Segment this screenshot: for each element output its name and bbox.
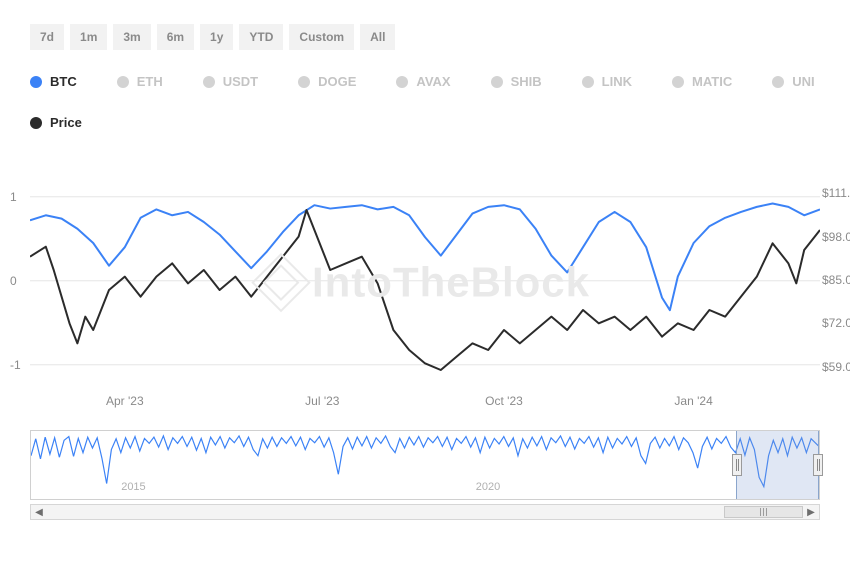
y-right-tick: $85.00 [822, 273, 850, 287]
legend-item-shib[interactable]: SHIB [491, 74, 542, 89]
legend-dot-icon [203, 76, 215, 88]
scrollbar[interactable]: ◀ ▶ [30, 504, 820, 520]
legend-label: BTC [50, 74, 77, 89]
legend-item-matic[interactable]: MATIC [672, 74, 732, 89]
legend-dot-icon [582, 76, 594, 88]
x-tick: Oct '23 [485, 394, 523, 408]
legend-label: UNI [792, 74, 814, 89]
y-right-tick: $111.00 [822, 186, 850, 200]
brush-chart-svg [31, 431, 819, 499]
y-right-tick: $72.00 [822, 316, 850, 330]
x-axis: Apr '23 Jul '23 Oct '23 Jan '24 [30, 394, 820, 410]
range-all-button[interactable]: All [360, 24, 395, 50]
range-1y-button[interactable]: 1y [200, 24, 233, 50]
legend-label: MATIC [692, 74, 732, 89]
legend-item-usdt[interactable]: USDT [203, 74, 258, 89]
main-chart-svg [30, 180, 820, 390]
brush-x-tick: 2015 [121, 481, 145, 493]
brush-x-tick: 2020 [476, 481, 500, 493]
range-ytd-button[interactable]: YTD [239, 24, 283, 50]
scrollbar-thumb[interactable] [724, 506, 803, 518]
legend-label: SHIB [511, 74, 542, 89]
y-right-tick: $59.00 [822, 360, 850, 374]
legend-label: AVAX [416, 74, 450, 89]
scroll-left-button[interactable]: ◀ [31, 505, 47, 519]
legend: BTC ETH USDT DOGE AVAX SHIB LINK MATIC UNI Price [30, 74, 820, 130]
legend-item-btc[interactable]: BTC [30, 74, 77, 89]
legend-item-uni[interactable]: UNI [772, 74, 814, 89]
y-right-tick: $98.00 [822, 230, 850, 244]
brush-chart[interactable]: 2015 2020 [30, 430, 820, 500]
legend-dot-icon [672, 76, 684, 88]
legend-label: Price [50, 115, 82, 130]
range-1m-button[interactable]: 1m [70, 24, 107, 50]
legend-dot-icon [396, 76, 408, 88]
legend-item-eth[interactable]: ETH [117, 74, 163, 89]
legend-dot-icon [772, 76, 784, 88]
legend-label: LINK [602, 74, 632, 89]
y-left-tick: 0 [10, 274, 17, 288]
legend-item-link[interactable]: LINK [582, 74, 632, 89]
legend-dot-icon [30, 76, 42, 88]
legend-dot-icon [298, 76, 310, 88]
scroll-right-button[interactable]: ▶ [803, 505, 819, 519]
legend-label: DOGE [318, 74, 356, 89]
y-left-tick: 1 [10, 190, 17, 204]
legend-item-avax[interactable]: AVAX [396, 74, 450, 89]
legend-label: USDT [223, 74, 258, 89]
y-left-tick: -1 [10, 358, 21, 372]
range-7d-button[interactable]: 7d [30, 24, 64, 50]
y-right-axis: $59.00 $72.00 $85.00 $98.00 $111.00 [822, 180, 850, 390]
x-tick: Apr '23 [106, 394, 144, 408]
brush-handle-right[interactable] [813, 454, 823, 476]
legend-dot-icon [491, 76, 503, 88]
legend-label: ETH [137, 74, 163, 89]
range-6m-button[interactable]: 6m [157, 24, 194, 50]
main-chart: IntoTheBlock -101 $59.00$72.00$85.00$98.… [30, 180, 820, 390]
brush-handle-left[interactable] [732, 454, 742, 476]
legend-dot-icon [117, 76, 129, 88]
y-left-axis: -1 0 1 [10, 180, 28, 390]
scrollbar-track[interactable] [47, 505, 803, 519]
x-tick: Jan '24 [674, 394, 712, 408]
legend-item-doge[interactable]: DOGE [298, 74, 356, 89]
legend-dot-icon [30, 117, 42, 129]
range-3m-button[interactable]: 3m [113, 24, 150, 50]
x-tick: Jul '23 [305, 394, 339, 408]
range-custom-button[interactable]: Custom [289, 24, 354, 50]
time-range-row: 7d 1m 3m 6m 1y YTD Custom All [30, 24, 820, 50]
brush-selection[interactable] [736, 431, 819, 499]
legend-item-price[interactable]: Price [30, 115, 82, 130]
